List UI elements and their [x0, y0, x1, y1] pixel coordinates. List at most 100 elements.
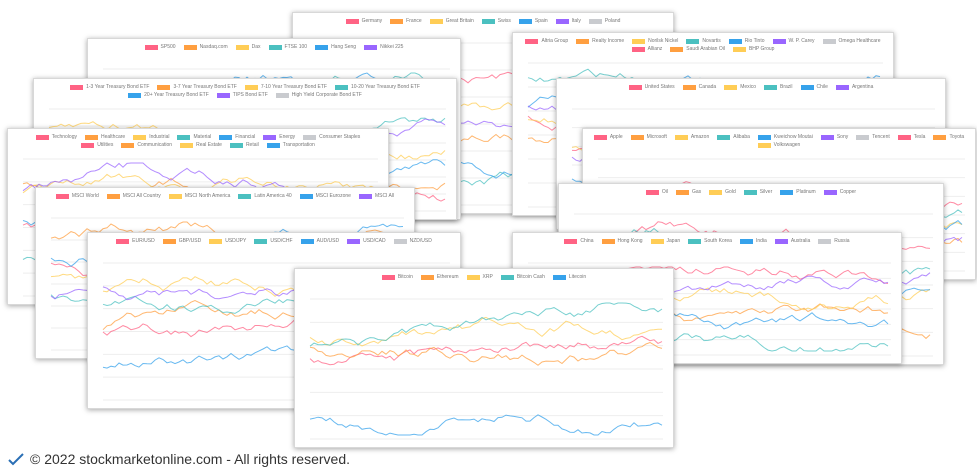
- legend-swatch: [254, 238, 268, 244]
- legend-swatch: [229, 142, 243, 148]
- legend-swatch: [576, 38, 590, 44]
- legend-label: Apple: [609, 134, 623, 140]
- legend-item: Nikkei 225: [364, 44, 403, 50]
- legend-swatch: [688, 238, 702, 244]
- legend-item: Latin America 40: [238, 193, 292, 199]
- legend-swatch: [780, 189, 794, 195]
- legend-item: Platinum: [780, 189, 816, 195]
- legend-swatch: [818, 238, 832, 244]
- legend-item: High Yield Corporate Bond ETF: [275, 92, 362, 98]
- legend-swatch: [500, 274, 514, 280]
- legend-label: Dax: [251, 44, 261, 50]
- legend-label: NZD/USD: [409, 238, 432, 244]
- legend-swatch: [682, 84, 696, 90]
- legend-swatch: [628, 84, 642, 90]
- legend-item: Realty Income: [576, 38, 624, 44]
- legend-item: Gold: [709, 189, 736, 195]
- legend-item: BHP Group: [732, 46, 774, 52]
- legend-swatch: [525, 38, 539, 44]
- legend-item: SP500: [144, 44, 176, 50]
- legend-item: NZD/USD: [393, 238, 432, 244]
- legend-item: France: [390, 18, 422, 24]
- legend-swatch: [856, 134, 870, 140]
- legend-item: Sony: [820, 134, 849, 140]
- legend-item: AUD/USD: [300, 238, 340, 244]
- legend-item: China: [564, 238, 594, 244]
- legend-label: Novartis: [702, 38, 721, 44]
- legend-swatch: [168, 193, 182, 199]
- legend-item: Japan: [650, 238, 680, 244]
- legend-label: 10-20 Year Treasury Bond ETF: [350, 84, 420, 90]
- legend-swatch: [564, 238, 578, 244]
- legend-swatch: [650, 238, 664, 244]
- legend-item: Kweichow Moutai: [757, 134, 813, 140]
- legend-item: Communication: [121, 142, 172, 148]
- legend-swatch: [35, 134, 49, 140]
- footer: © 2022 stockmarketonline.com - All right…: [8, 451, 350, 467]
- legend-label: Italy: [571, 18, 581, 24]
- legend-item: Mexico: [724, 84, 756, 90]
- legend-swatch: [85, 134, 98, 140]
- legend-swatch: [774, 238, 788, 244]
- legend-swatch: [116, 238, 130, 244]
- footer-text: © 2022 stockmarketonline.com - All right…: [30, 451, 351, 467]
- legend-item: Retail: [229, 142, 259, 148]
- legend-item: Chile: [800, 84, 828, 90]
- legend-item: Toyota: [933, 134, 964, 140]
- legend-label: Australia: [790, 238, 811, 244]
- legend-label: MSCI North America: [184, 193, 231, 199]
- legend-item: MSCI Eurozone: [299, 193, 351, 199]
- legend-item: USD/CHF: [254, 238, 293, 244]
- legend-swatch: [772, 38, 786, 44]
- legend-swatch: [219, 134, 233, 140]
- legend-swatch: [358, 193, 372, 199]
- legend-item: 7-10 Year Treasury Bond ETF: [244, 84, 327, 90]
- legend-swatch: [177, 134, 191, 140]
- legend-label: 20+ Year Treasury Bond ETF: [144, 92, 209, 98]
- legend-item: Amazon: [674, 134, 709, 140]
- legend-label: USD/CHF: [270, 238, 293, 244]
- legend-item: Financial: [219, 134, 255, 140]
- legend-swatch: [897, 134, 911, 140]
- legend-label: High Yield Corporate Bond ETF: [291, 92, 362, 98]
- legend-label: Gas: [692, 189, 702, 195]
- legend: MSCI World MSCI All Country MSCI North Ame…: [36, 188, 414, 199]
- legend-label: Swiss: [497, 18, 511, 24]
- series-line: [309, 341, 663, 366]
- legend-label: Chile: [816, 84, 828, 90]
- legend-label: 3-7 Year Treasury Bond ETF: [173, 84, 237, 90]
- legend-item: Russia: [818, 238, 850, 244]
- legend-label: Toyota: [949, 134, 965, 140]
- legend-swatch: [216, 92, 230, 98]
- legend-swatch: [157, 84, 171, 90]
- legend-swatch: [724, 84, 738, 90]
- legend-item: Copper: [823, 189, 856, 195]
- legend-label: Platinum: [796, 189, 816, 195]
- legend-label: Bitcoin Cash: [516, 274, 545, 280]
- legend-item: Great Britain: [429, 18, 474, 24]
- legend-label: TIPS Bond ETF: [232, 92, 268, 98]
- legend-swatch: [717, 134, 731, 140]
- legend-item: Real Estate: [180, 142, 222, 148]
- legend-label: India: [755, 238, 767, 244]
- legend-label: Sony: [836, 134, 849, 140]
- legend-swatch: [757, 134, 771, 140]
- legend-label: AUD/USD: [316, 238, 340, 244]
- legend-item: Bitcoin: [381, 274, 413, 280]
- legend-item: Technology: [35, 134, 77, 140]
- legend-label: Microsoft: [646, 134, 667, 140]
- legend-item: Altria Group: [525, 38, 568, 44]
- legend-label: Bitcoin: [397, 274, 413, 280]
- legend-item: MSCI World: [55, 193, 99, 199]
- legend-swatch: [632, 38, 646, 44]
- legend: Oil Gas Gold Silver Platinum Copper: [559, 184, 943, 195]
- legend-swatch: [631, 46, 645, 52]
- legend-swatch: [552, 274, 566, 280]
- legend-item: 3-7 Year Treasury Bond ETF: [157, 84, 237, 90]
- legend-swatch: [268, 44, 282, 50]
- legend-swatch: [238, 193, 252, 199]
- legend-swatch: [764, 84, 778, 90]
- legend-swatch: [275, 92, 289, 98]
- legend-swatch: [81, 142, 95, 148]
- legend-item: United States: [628, 84, 675, 90]
